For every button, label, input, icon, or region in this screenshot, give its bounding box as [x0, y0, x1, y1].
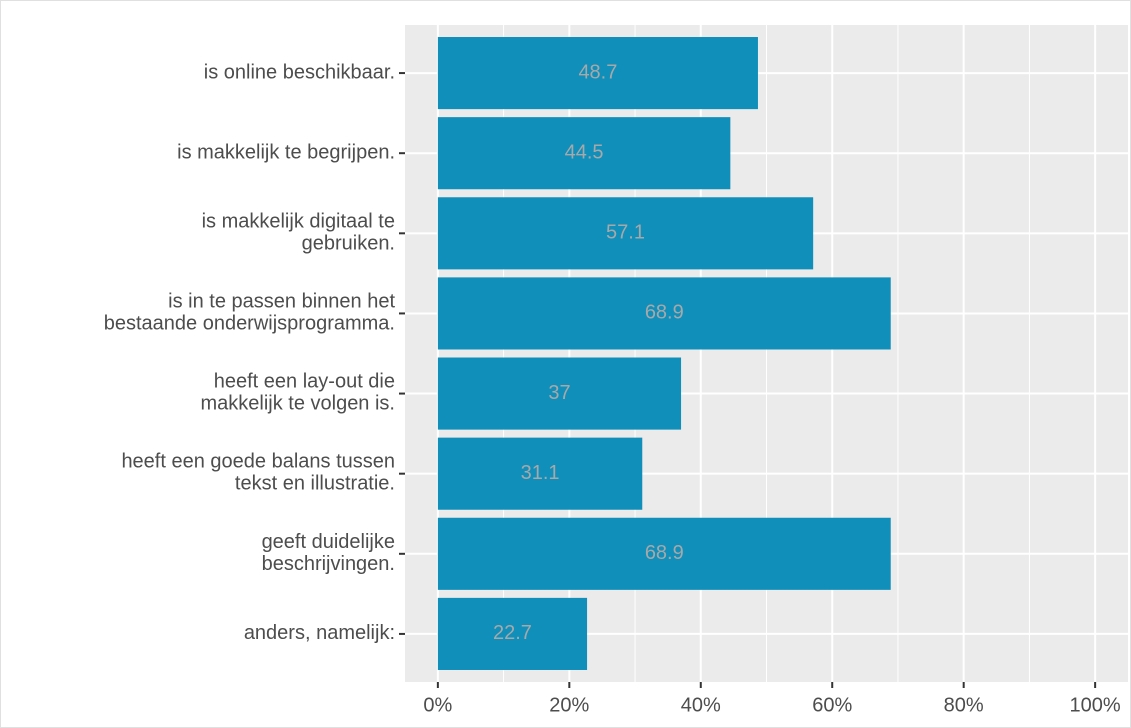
x-tick-label: 100% — [1070, 694, 1121, 716]
bar — [437, 117, 731, 190]
x-tick-label: 60% — [812, 694, 852, 716]
y-tick-label: anders, namelijk: — [244, 622, 395, 644]
y-tick-label: is online beschikbaar. — [204, 61, 395, 83]
value-label: 37 — [548, 382, 570, 404]
value-label: 44.5 — [565, 141, 604, 163]
y-tick-label: heeft een lay-out die makkelijk te volgen… — [200, 371, 395, 415]
y-tick-label: is makkelijk te begrijpen. — [177, 141, 395, 163]
y-tick-label: is makkelijk digitaal te gebruiken. — [202, 211, 395, 255]
bar — [437, 357, 682, 430]
bar — [437, 517, 891, 590]
value-label: 57.1 — [606, 222, 645, 244]
value-label: 22.7 — [493, 622, 532, 644]
y-tick-label: heeft een goede balans tussen tekst en il… — [121, 451, 395, 495]
value-label: 31.1 — [521, 462, 560, 484]
y-tick-label: is in te passen binnen het bestaande onde… — [104, 291, 396, 335]
bar — [437, 37, 758, 110]
bar — [437, 277, 891, 350]
value-label: 48.7 — [578, 61, 617, 83]
x-tick-label: 40% — [681, 694, 721, 716]
value-label: 68.9 — [645, 542, 684, 564]
value-label: 68.9 — [645, 302, 684, 324]
bar — [437, 197, 814, 270]
bar — [437, 597, 588, 670]
x-tick-label: 20% — [549, 694, 589, 716]
y-tick-label: geeft duidelijke beschrijvingen. — [262, 531, 395, 575]
bar — [437, 437, 643, 510]
x-tick-label: 0% — [423, 694, 452, 716]
x-tick-label: 80% — [944, 694, 984, 716]
